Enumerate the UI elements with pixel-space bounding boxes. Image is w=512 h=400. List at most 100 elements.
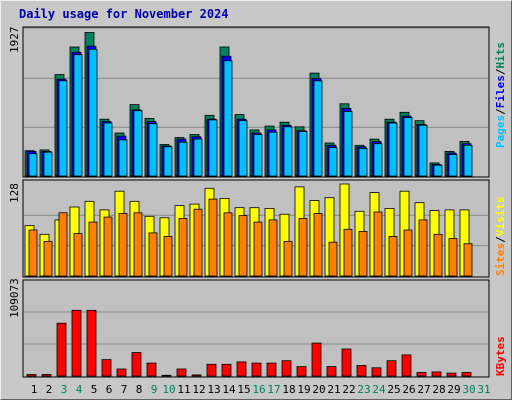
bar-pages — [448, 154, 458, 177]
bar-sites — [388, 236, 398, 277]
day-label: 13 — [207, 383, 220, 396]
chart-title: Daily usage for November 2024 — [19, 7, 229, 21]
bar-sites — [313, 213, 323, 277]
bar-sites — [133, 212, 143, 277]
bar-kbytes — [446, 372, 457, 377]
bar-sites — [268, 219, 278, 277]
day-label: 12 — [192, 383, 205, 396]
bar-sites — [73, 233, 83, 277]
bar-sites — [178, 218, 188, 277]
bar-kbytes — [56, 322, 67, 377]
bars-layer — [24, 32, 473, 377]
bar-pages — [388, 122, 398, 177]
bar-pages — [298, 131, 308, 177]
bar-kbytes — [416, 372, 427, 377]
legend-sep-3: / — [494, 236, 507, 243]
bar-sites — [88, 221, 98, 277]
bar-kbytes — [101, 359, 112, 377]
bar-sites — [43, 241, 53, 277]
legend-sep-2: / — [494, 68, 507, 75]
bar-pages — [268, 131, 278, 177]
bar-pages — [178, 141, 188, 177]
bar-pages — [253, 134, 263, 177]
legend-files: Files — [494, 75, 507, 108]
day-label: 30 — [462, 383, 475, 396]
bar-pages — [88, 48, 98, 177]
day-label: 1 — [31, 383, 38, 396]
bar-pages — [328, 147, 338, 177]
bar-pages — [133, 110, 143, 177]
bar-pages — [223, 60, 233, 177]
bar-kbytes — [311, 342, 322, 377]
day-label: 11 — [177, 383, 190, 396]
bar-pages — [163, 146, 173, 177]
day-label: 16 — [252, 383, 265, 396]
bar-sites — [343, 228, 353, 277]
day-label: 14 — [222, 383, 236, 396]
day-label: 8 — [136, 383, 143, 396]
day-label: 3 — [61, 383, 68, 396]
bar-kbytes — [191, 374, 202, 377]
day-label: 31 — [477, 383, 490, 396]
bar-sites — [298, 218, 308, 277]
day-label: 10 — [162, 383, 175, 396]
top-max-label: 1927 — [8, 27, 21, 54]
bar-kbytes — [461, 372, 472, 377]
day-label: 21 — [327, 383, 340, 396]
bar-sites — [238, 215, 248, 277]
day-label: 23 — [357, 383, 370, 396]
bar-kbytes — [251, 362, 262, 377]
bar-pages — [358, 147, 368, 177]
bar-kbytes — [296, 366, 307, 377]
bar-sites — [418, 219, 428, 277]
bar-kbytes — [161, 374, 172, 377]
bar-kbytes — [176, 368, 187, 377]
day-label: 18 — [282, 383, 295, 396]
day-label: 2 — [46, 383, 53, 396]
day-label: 6 — [106, 383, 113, 396]
bar-pages — [313, 80, 323, 177]
day-label: 22 — [342, 383, 355, 396]
bar-kbytes — [26, 374, 37, 377]
bar-kbytes — [41, 374, 52, 377]
bar-pages — [283, 126, 293, 177]
top-legend: Pages/Files/Hits — [494, 42, 507, 148]
day-label: 29 — [447, 383, 460, 396]
bar-pages — [58, 80, 68, 177]
legend-sites: Sites — [494, 243, 507, 276]
day-label: 24 — [372, 383, 386, 396]
day-label: 17 — [267, 383, 280, 396]
bar-sites — [148, 232, 158, 277]
bar-kbytes — [266, 362, 277, 377]
bar-sites — [28, 229, 38, 277]
bar-pages — [193, 138, 203, 177]
bar-sites — [403, 229, 413, 277]
bottom-legend: KBytes — [494, 336, 507, 376]
bar-kbytes — [221, 363, 232, 377]
bar-kbytes — [356, 364, 367, 377]
bar-sites — [208, 198, 218, 277]
mid-legend: Sites/Visits — [494, 197, 507, 277]
bar-sites — [193, 208, 203, 277]
day-label: 19 — [297, 383, 310, 396]
day-label: 28 — [432, 383, 445, 396]
bar-pages — [148, 123, 158, 177]
bar-sites — [328, 241, 338, 277]
bar-sites — [118, 213, 128, 277]
bar-pages — [103, 122, 113, 177]
bar-kbytes — [431, 371, 442, 377]
day-label: 27 — [417, 383, 430, 396]
day-label: 4 — [76, 383, 83, 396]
bar-pages — [28, 153, 38, 177]
bar-pages — [118, 139, 128, 177]
day-label: 5 — [91, 383, 98, 396]
bar-sites — [448, 238, 458, 277]
bar-kbytes — [146, 362, 157, 377]
bar-pages — [208, 119, 218, 177]
bar-kbytes — [386, 360, 397, 377]
bar-kbytes — [71, 309, 82, 377]
bar-kbytes — [326, 366, 337, 377]
bar-sites — [58, 212, 68, 277]
bar-pages — [43, 151, 53, 177]
bar-pages — [418, 124, 428, 177]
